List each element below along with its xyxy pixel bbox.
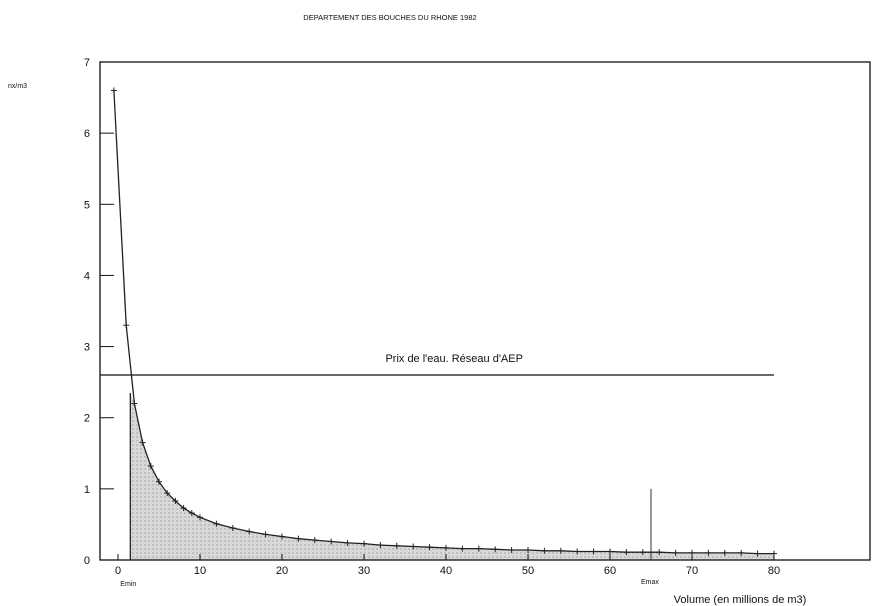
x-tick-label: 30 bbox=[358, 565, 370, 577]
data-point bbox=[188, 510, 195, 517]
data-point bbox=[656, 549, 663, 556]
data-point bbox=[328, 538, 335, 545]
y-tick-label: 4 bbox=[84, 270, 90, 282]
x-tick-label: 0 bbox=[115, 565, 121, 577]
data-point bbox=[377, 542, 384, 549]
y-tick-label: 5 bbox=[84, 199, 90, 211]
data-point bbox=[164, 490, 171, 497]
chart-title: DEPARTEMENT DES BOUCHES DU RHONE 1982 bbox=[303, 13, 476, 22]
data-point bbox=[295, 535, 302, 542]
data-point bbox=[443, 544, 449, 551]
data-point bbox=[147, 463, 154, 470]
price-line-layer: Prix de l'eau. Réseau d'AEP bbox=[100, 353, 774, 376]
y-axis-label: nx/m3 bbox=[8, 83, 27, 90]
data-point bbox=[738, 549, 745, 556]
y-tick-label: 0 bbox=[84, 555, 90, 567]
data-point bbox=[311, 537, 318, 544]
data-point bbox=[721, 549, 728, 556]
data-point bbox=[541, 547, 548, 554]
data-point bbox=[525, 547, 531, 554]
data-point bbox=[639, 549, 646, 556]
y-tick-label: 7 bbox=[84, 57, 90, 69]
data-point bbox=[754, 550, 761, 557]
data-point bbox=[508, 547, 515, 554]
data-point bbox=[393, 542, 400, 549]
data-point bbox=[771, 550, 777, 557]
y-tick-label: 1 bbox=[84, 484, 90, 496]
data-point bbox=[475, 545, 482, 552]
data-point bbox=[492, 546, 499, 553]
x-tick-label: 20 bbox=[276, 565, 288, 577]
x-axis-label: Volume (en millions de m3) bbox=[674, 594, 807, 606]
data-point bbox=[139, 439, 146, 446]
data-point bbox=[246, 528, 253, 535]
x-tick-label: 80 bbox=[768, 565, 780, 577]
series-line bbox=[113, 90, 774, 555]
data-point bbox=[689, 549, 695, 556]
data-point bbox=[213, 520, 220, 527]
shaded-area bbox=[130, 392, 775, 560]
data-point bbox=[180, 505, 187, 512]
data-point bbox=[574, 548, 581, 555]
data-point bbox=[361, 540, 367, 547]
price-line-label: Prix de l'eau. Réseau d'AEP bbox=[385, 353, 523, 365]
emax-label: Emax bbox=[641, 579, 659, 586]
data-point bbox=[410, 543, 417, 550]
y-tick-label: 6 bbox=[84, 128, 90, 140]
marker-layer: Emin Emax bbox=[120, 392, 659, 588]
data-point bbox=[279, 533, 285, 540]
y-tick-label: 2 bbox=[84, 413, 90, 425]
data-point bbox=[262, 531, 269, 538]
x-tick-label: 50 bbox=[522, 565, 534, 577]
x-tick-label: 40 bbox=[440, 565, 452, 577]
shaded-area-layer bbox=[130, 392, 775, 560]
data-point bbox=[557, 547, 564, 554]
data-point bbox=[172, 497, 179, 504]
plot-frame bbox=[99, 61, 871, 561]
data-point bbox=[110, 87, 117, 94]
x-tick-label: 10 bbox=[194, 565, 206, 577]
data-point bbox=[131, 400, 138, 407]
data-point bbox=[607, 548, 613, 555]
data-point bbox=[197, 514, 203, 521]
data-point bbox=[590, 548, 597, 555]
x-tick-label: 70 bbox=[686, 565, 698, 577]
data-point bbox=[459, 545, 466, 552]
data-point bbox=[672, 549, 679, 556]
x-tick-label: 60 bbox=[604, 565, 616, 577]
data-point bbox=[123, 322, 130, 329]
data-point bbox=[156, 478, 162, 485]
data-point bbox=[623, 549, 630, 556]
data-point bbox=[344, 539, 351, 546]
y-tick-label: 3 bbox=[84, 342, 90, 354]
series-layer bbox=[110, 87, 777, 557]
data-point bbox=[705, 549, 712, 556]
data-point bbox=[229, 524, 236, 531]
data-point bbox=[426, 544, 433, 551]
emin-label: Emin bbox=[120, 581, 136, 588]
